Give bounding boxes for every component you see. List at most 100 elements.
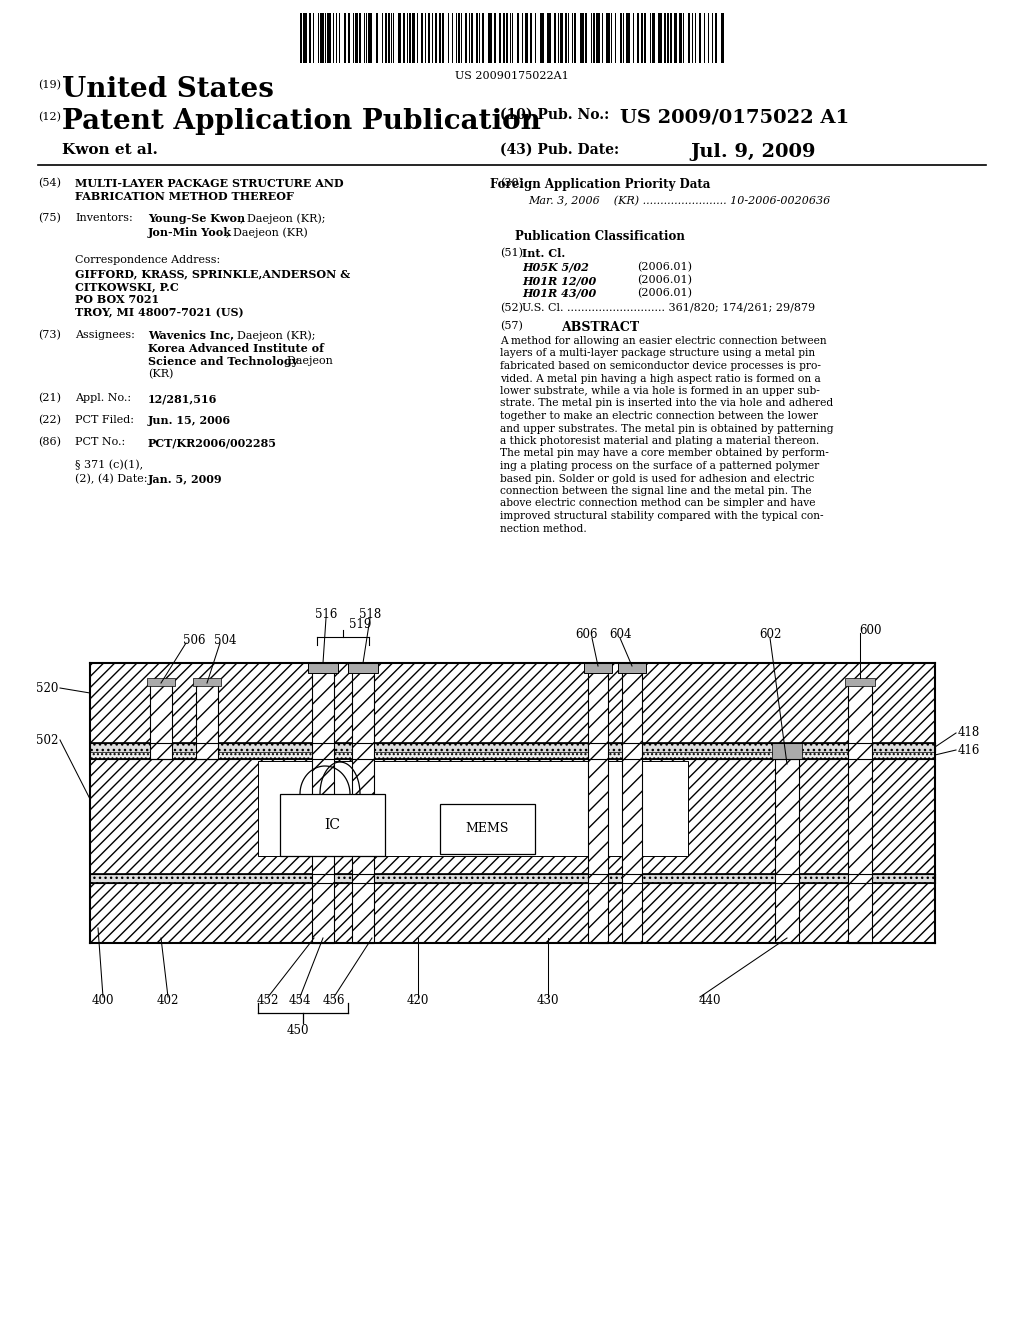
Bar <box>664 13 666 63</box>
Text: improved structural stability compared with the typical con-: improved structural stability compared w… <box>500 511 823 521</box>
Text: 450: 450 <box>287 1023 309 1036</box>
Text: US 20090175022A1: US 20090175022A1 <box>455 71 569 81</box>
Text: vided. A metal pin having a high aspect ratio is formed on a: vided. A metal pin having a high aspect … <box>500 374 821 384</box>
Bar <box>458 13 460 63</box>
Text: PCT No.:: PCT No.: <box>75 437 125 447</box>
Bar <box>90 743 935 752</box>
Bar <box>385 13 387 63</box>
Text: 430: 430 <box>537 994 559 1006</box>
Bar <box>465 13 467 63</box>
Bar <box>303 13 307 63</box>
Bar <box>348 13 350 63</box>
Text: 402: 402 <box>157 994 179 1006</box>
Text: GIFFORD, KRASS, SPRINKLE,ANDERSON &: GIFFORD, KRASS, SPRINKLE,ANDERSON & <box>75 268 350 279</box>
Bar <box>626 13 630 63</box>
Bar <box>90 759 935 874</box>
Text: PO BOX 7021: PO BOX 7021 <box>75 294 159 305</box>
Text: H01R 12/00: H01R 12/00 <box>522 275 596 286</box>
Bar <box>845 678 874 686</box>
Text: (12): (12) <box>38 112 61 123</box>
Text: (52): (52) <box>500 304 523 313</box>
Text: Jon-Min Yook: Jon-Min Yook <box>148 227 232 238</box>
Bar <box>388 13 390 63</box>
Bar <box>435 13 437 63</box>
Text: 416: 416 <box>958 743 980 756</box>
Bar <box>499 13 501 63</box>
Bar <box>584 663 612 673</box>
Bar <box>348 663 378 673</box>
Bar <box>280 795 385 855</box>
Bar <box>308 663 338 673</box>
Bar <box>540 13 544 63</box>
Bar <box>525 13 528 63</box>
Text: TROY, MI 48007-7021 (US): TROY, MI 48007-7021 (US) <box>75 308 244 318</box>
Bar <box>300 13 302 63</box>
Bar <box>596 13 600 63</box>
Bar <box>618 663 646 673</box>
Text: ABSTRACT: ABSTRACT <box>561 321 639 334</box>
Text: 420: 420 <box>407 994 429 1006</box>
Text: 452: 452 <box>257 994 280 1006</box>
Bar <box>517 13 519 63</box>
Text: Jul. 9, 2009: Jul. 9, 2009 <box>690 143 815 161</box>
Bar <box>593 13 595 63</box>
Bar <box>588 671 608 942</box>
Text: 516: 516 <box>314 609 337 622</box>
Text: MULTI-LAYER PACKAGE STRUCTURE AND: MULTI-LAYER PACKAGE STRUCTURE AND <box>75 178 344 189</box>
Text: 604: 604 <box>608 628 631 642</box>
Bar <box>90 883 935 942</box>
Bar <box>398 13 401 63</box>
Text: (30): (30) <box>500 178 523 189</box>
Bar <box>90 874 935 883</box>
Bar <box>644 13 646 63</box>
Text: (86): (86) <box>38 437 61 447</box>
Bar <box>622 671 642 942</box>
Text: 600: 600 <box>859 623 882 636</box>
Bar <box>147 678 175 686</box>
Text: (KR): (KR) <box>148 370 173 379</box>
Bar <box>547 13 551 63</box>
Text: (19): (19) <box>38 81 61 90</box>
Text: 606: 606 <box>574 628 597 642</box>
Bar <box>772 743 802 759</box>
Text: 454: 454 <box>289 994 311 1006</box>
Bar <box>585 13 587 63</box>
Text: US 2009/0175022 A1: US 2009/0175022 A1 <box>620 108 849 125</box>
Text: A method for allowing an easier electric connection between: A method for allowing an easier electric… <box>500 337 826 346</box>
Bar <box>658 13 662 63</box>
Bar <box>620 13 622 63</box>
Text: 602: 602 <box>759 628 781 642</box>
Bar <box>715 13 717 63</box>
Text: 520: 520 <box>36 681 58 694</box>
Text: (10) Pub. No.:: (10) Pub. No.: <box>500 108 609 121</box>
Bar <box>359 13 361 63</box>
Text: 519: 519 <box>349 618 371 631</box>
Text: , Daejeon (KR);: , Daejeon (KR); <box>240 213 326 223</box>
Bar <box>440 804 535 854</box>
Text: (51): (51) <box>500 248 523 259</box>
Text: PCT Filed:: PCT Filed: <box>75 414 134 425</box>
Text: 504: 504 <box>214 634 237 647</box>
Bar <box>574 13 575 63</box>
Text: (54): (54) <box>38 178 61 189</box>
Text: (2006.01): (2006.01) <box>637 261 692 272</box>
Bar <box>488 13 492 63</box>
Bar <box>688 13 690 63</box>
Bar <box>580 13 584 63</box>
Bar <box>674 13 677 63</box>
Bar <box>376 13 378 63</box>
Bar <box>319 13 324 63</box>
Bar <box>355 13 358 63</box>
Text: , Daejeon (KR): , Daejeon (KR) <box>226 227 308 238</box>
Text: (22): (22) <box>38 414 61 425</box>
Text: a thick photoresist material and plating a material thereon.: a thick photoresist material and plating… <box>500 436 819 446</box>
Text: Jan. 5, 2009: Jan. 5, 2009 <box>148 474 222 484</box>
Text: Foreign Application Priority Data: Foreign Application Priority Data <box>489 178 711 191</box>
Bar <box>554 13 556 63</box>
Text: Assignees:: Assignees: <box>75 330 135 341</box>
Text: layers of a multi-layer package structure using a metal pin: layers of a multi-layer package structur… <box>500 348 815 359</box>
Bar <box>494 13 496 63</box>
Bar <box>312 671 334 942</box>
Text: ing a plating process on the surface of a patterned polymer: ing a plating process on the surface of … <box>500 461 819 471</box>
Bar <box>848 682 872 942</box>
